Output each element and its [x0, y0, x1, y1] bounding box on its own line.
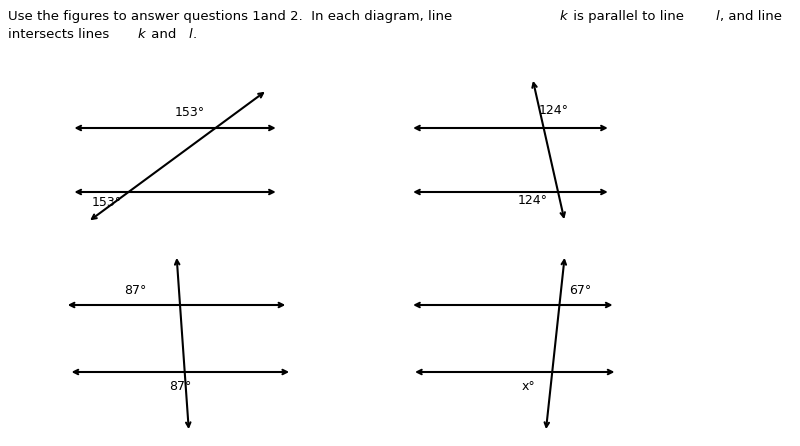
Text: 67°: 67° — [570, 284, 592, 297]
Text: x°: x° — [522, 380, 536, 393]
Text: .: . — [193, 28, 197, 41]
Text: l: l — [188, 28, 192, 41]
Text: and: and — [147, 28, 181, 41]
Text: l: l — [716, 10, 720, 23]
Text: k: k — [138, 28, 145, 41]
Text: 124°: 124° — [539, 104, 569, 117]
Text: k: k — [560, 10, 567, 23]
Text: 87°: 87° — [124, 284, 146, 297]
Text: , and line: , and line — [721, 10, 786, 23]
Text: 87°: 87° — [169, 380, 191, 393]
Text: Use the figures to answer questions 1and 2.  In each diagram, line: Use the figures to answer questions 1and… — [8, 10, 456, 23]
Text: intersects lines: intersects lines — [8, 28, 113, 41]
Text: is parallel to line: is parallel to line — [569, 10, 689, 23]
Text: 153°: 153° — [174, 107, 205, 120]
Text: 153°: 153° — [91, 195, 122, 208]
Text: 124°: 124° — [518, 194, 548, 207]
